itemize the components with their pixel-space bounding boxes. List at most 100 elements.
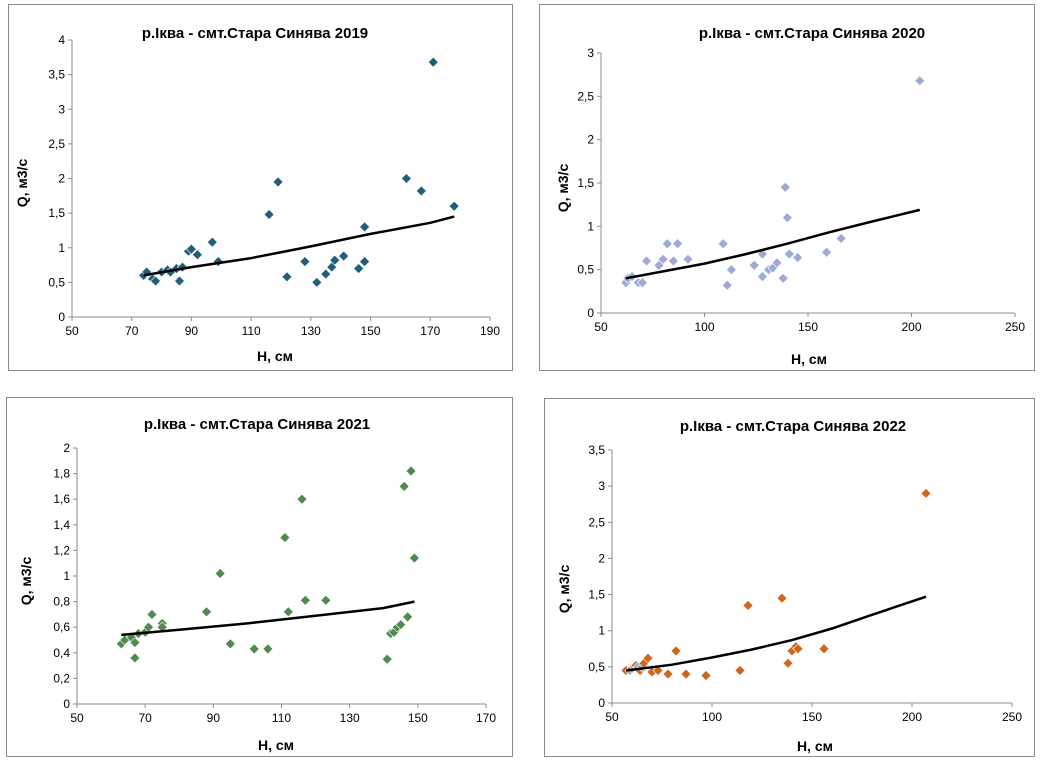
data-point-marker bbox=[320, 594, 332, 606]
y-tick-label: 0 bbox=[587, 306, 594, 320]
chart-title: р.Іква - смт.Стара Синява 2021 bbox=[144, 416, 370, 433]
chart-2020-svg: р.Іква - смт.Стара Синява 2020 H, см Q, … bbox=[555, 25, 1025, 367]
data-point-marker bbox=[201, 606, 212, 618]
y-tick-label: 0 bbox=[63, 697, 70, 711]
data-point-marker bbox=[748, 259, 760, 271]
data-point-marker bbox=[835, 233, 847, 244]
data-point-marker bbox=[191, 249, 203, 261]
chart-panel-2021: р.Іква - смт.Стара Синява 2021 H, см Q, … bbox=[6, 397, 513, 757]
y-axis-label: Q, м3/с bbox=[556, 565, 572, 614]
data-point-marker bbox=[821, 246, 833, 258]
data-point-marker bbox=[792, 252, 804, 263]
x-tick-label: 250 bbox=[1005, 320, 1025, 334]
y-tick-label: 4 bbox=[58, 33, 65, 47]
data-point-marker bbox=[757, 271, 768, 283]
y-tick-label: 3,5 bbox=[588, 443, 605, 457]
x-tick-label: 250 bbox=[1002, 710, 1022, 724]
x-tick-label: 50 bbox=[65, 324, 79, 338]
y-tick-label: 0,8 bbox=[53, 595, 70, 609]
data-point-marker bbox=[670, 645, 682, 657]
x-tick-label: 130 bbox=[340, 711, 360, 725]
data-point-marker bbox=[661, 238, 673, 250]
trend-line bbox=[143, 215, 455, 277]
y-tick-label: 2 bbox=[63, 441, 70, 455]
chart-2019-svg: р.Іква - смт.Стара Синява 2019 H, см Q, … bbox=[14, 25, 500, 364]
data-point-marker bbox=[779, 181, 791, 193]
data-point-marker bbox=[296, 493, 308, 505]
data-point-marker bbox=[320, 268, 332, 280]
y-tick-label: 0,2 bbox=[53, 671, 70, 685]
trend-line bbox=[625, 595, 927, 672]
data-point-marker bbox=[299, 256, 311, 268]
data-point-marker bbox=[734, 665, 746, 676]
data-point-marker bbox=[359, 256, 371, 268]
x-tick-label: 170 bbox=[476, 711, 496, 725]
data-point-marker bbox=[402, 611, 414, 623]
x-tick-label: 150 bbox=[361, 324, 381, 338]
x-tick-label: 150 bbox=[798, 320, 818, 334]
data-point-marker bbox=[129, 637, 141, 648]
data-point-marker bbox=[700, 670, 712, 681]
data-point-marker bbox=[742, 599, 754, 611]
data-point-marker bbox=[818, 643, 830, 655]
data-point-marker bbox=[662, 668, 674, 680]
data-point-marker bbox=[427, 56, 439, 68]
y-tick-label: 1,5 bbox=[48, 206, 65, 220]
data-point-marker bbox=[448, 200, 460, 212]
x-tick-label: 50 bbox=[605, 710, 619, 724]
y-axis-label: Q, м3/с bbox=[14, 159, 30, 208]
data-point-marker bbox=[680, 668, 692, 680]
y-tick-label: 1 bbox=[63, 569, 70, 583]
data-point-marker bbox=[657, 253, 669, 265]
y-tick-label: 0,4 bbox=[53, 646, 70, 660]
x-tick-label: 50 bbox=[70, 711, 84, 725]
x-tick-label: 100 bbox=[702, 710, 722, 724]
chart-2022-svg: р.Іква - смт.Стара Синява 2022 H, см Q, … bbox=[556, 418, 1022, 754]
data-point-marker bbox=[415, 185, 427, 197]
x-tick-label: 200 bbox=[901, 320, 921, 334]
y-tick-label: 1 bbox=[598, 624, 605, 638]
y-tick-label: 3 bbox=[58, 102, 65, 116]
x-tick-label: 170 bbox=[420, 324, 440, 338]
y-tick-label: 3 bbox=[598, 479, 605, 493]
y-tick-label: 1 bbox=[587, 219, 594, 233]
x-tick-label: 50 bbox=[594, 320, 608, 334]
x-tick-label: 90 bbox=[207, 711, 221, 725]
y-tick-label: 2 bbox=[598, 551, 605, 565]
data-point-marker bbox=[186, 243, 197, 255]
chart-panel-2020: р.Іква - смт.Стара Синява 2020 H, см Q, … bbox=[539, 4, 1035, 371]
y-tick-label: 3,5 bbox=[48, 68, 65, 82]
data-point-marker bbox=[262, 643, 274, 655]
x-axis-label: H, см bbox=[797, 738, 833, 754]
trend-line bbox=[121, 600, 415, 637]
x-tick-label: 150 bbox=[802, 710, 822, 724]
x-tick-label: 190 bbox=[480, 324, 500, 338]
y-tick-label: 3 bbox=[587, 46, 594, 60]
y-tick-label: 2 bbox=[58, 172, 65, 186]
chart-title: р.Іква - смт.Стара Синява 2019 bbox=[142, 25, 368, 42]
y-tick-label: 0,5 bbox=[577, 263, 594, 277]
plot-layer: 0 0,2 0,4 0,6 0,8 1 1,2 1,4 1,6 1,8 2 50 70 90 110 130 1… bbox=[53, 441, 496, 725]
x-tick-label: 70 bbox=[125, 324, 139, 338]
y-tick-label: 2,5 bbox=[577, 89, 594, 103]
data-point-marker bbox=[311, 276, 323, 288]
x-tick-label: 110 bbox=[272, 711, 291, 725]
y-tick-label: 1,6 bbox=[53, 492, 70, 506]
y-tick-label: 2 bbox=[587, 133, 594, 147]
data-point-marker bbox=[281, 271, 293, 283]
y-tick-label: 0 bbox=[598, 696, 605, 710]
data-point-marker bbox=[400, 173, 412, 184]
data-point-marker bbox=[777, 272, 789, 284]
y-tick-label: 0,5 bbox=[588, 660, 605, 674]
x-axis-label: H, см bbox=[258, 737, 294, 753]
data-point-marker bbox=[282, 606, 294, 618]
y-tick-label: 1,5 bbox=[588, 588, 605, 602]
y-tick-label: 1,2 bbox=[53, 543, 70, 557]
data-point-marker bbox=[150, 275, 162, 287]
data-point-marker bbox=[636, 277, 648, 289]
data-point-marker bbox=[717, 238, 729, 250]
y-tick-label: 1,8 bbox=[53, 467, 70, 481]
chart-panel-2019: р.Іква - смт.Стара Синява 2019 H, см Q, … bbox=[8, 4, 513, 371]
data-point-marker bbox=[263, 209, 275, 220]
data-point-marker bbox=[641, 255, 652, 267]
